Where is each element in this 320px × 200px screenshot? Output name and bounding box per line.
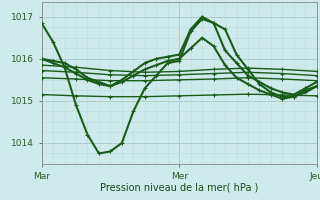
X-axis label: Pression niveau de la mer( hPa ): Pression niveau de la mer( hPa ): [100, 182, 258, 192]
